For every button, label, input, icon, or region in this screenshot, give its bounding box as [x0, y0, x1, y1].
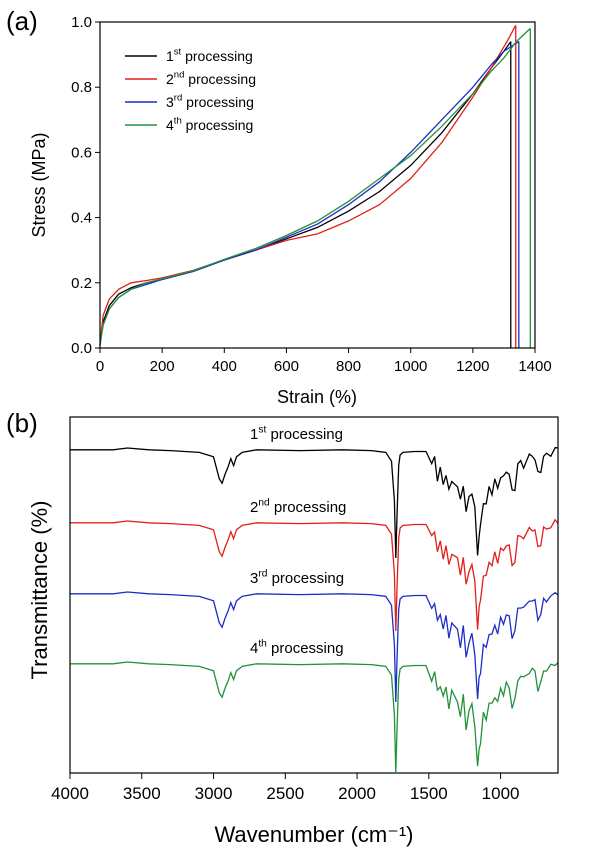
- x-tick-label: 1400: [518, 358, 551, 375]
- x-tick-label: 3000: [195, 784, 233, 803]
- panel-a-x-axis: 0 200 400 600 800 1000 1200 1400: [96, 348, 552, 375]
- y-tick-label: 0.2: [71, 275, 92, 292]
- stress-strain-curve-2: [99, 24, 517, 345]
- x-tick-label: 4000: [51, 784, 89, 803]
- panel-a-curves: [99, 24, 531, 348]
- x-tick-label: 2500: [266, 784, 304, 803]
- stress-strain-curve-4: [99, 28, 531, 345]
- y-tick-label: 0.8: [71, 79, 92, 96]
- panel-a-y-axis-title: Stress (MPa): [29, 132, 49, 237]
- legend-label-3: 3rd processing: [166, 93, 254, 110]
- y-tick-label: 0.4: [71, 210, 92, 227]
- x-tick-label: 200: [150, 358, 175, 375]
- spectrum-label-2: 2nd processing: [250, 497, 346, 516]
- panel-a-label: (a): [6, 6, 38, 36]
- legend-label-1: 1st processing: [166, 47, 253, 64]
- stress-strain-curve-1: [99, 41, 512, 345]
- y-tick-label: 0.6: [71, 144, 92, 161]
- panel-b-x-axis: 4000 3500 3000 2500 2000 1500 1000: [51, 773, 520, 803]
- panel-b-spectra: [70, 447, 559, 773]
- x-tick-label: 1000: [482, 784, 520, 803]
- panel-b-ftir-chart: (b) 1st processing 2nd processing 3rd proc…: [6, 408, 559, 847]
- ftir-spectrum-3: [70, 591, 559, 703]
- spectrum-label-1: 1st processing: [250, 424, 343, 443]
- panel-a-legend: 1st processing 2nd processing 3rd processi…: [125, 47, 256, 133]
- spectrum-label-4: 4th processing: [250, 638, 344, 657]
- panel-a-x-axis-title: Strain (%): [277, 387, 357, 407]
- panel-b-label: (b): [6, 408, 38, 438]
- x-tick-label: 1500: [410, 784, 448, 803]
- legend-label-2: 2nd processing: [166, 70, 256, 87]
- y-tick-label: 0.0: [71, 340, 92, 357]
- panel-b-x-axis-title: Wavenumber (cm⁻¹): [214, 822, 413, 847]
- x-tick-label: 2000: [338, 784, 376, 803]
- panel-b-plot-frame: [69, 416, 559, 774]
- panel-b-y-axis-title: Transmittance (%): [27, 501, 52, 680]
- panel-a-stress-strain-chart: (a) 1st processing 2nd processing 3rd proc…: [6, 6, 552, 407]
- x-tick-label: 1000: [394, 358, 427, 375]
- ftir-spectrum-1: [70, 447, 559, 559]
- x-tick-label: 800: [336, 358, 361, 375]
- legend-label-4: 4th processing: [166, 116, 253, 133]
- stress-strain-curve-3: [99, 41, 520, 345]
- panel-b-spectrum-labels: 1st processing 2nd processing 3rd processi…: [250, 424, 346, 657]
- panel-a-plot-frame: [99, 21, 536, 349]
- x-tick-label: 0: [96, 358, 104, 375]
- ftir-spectrum-4: [70, 661, 559, 773]
- x-tick-label: 400: [212, 358, 237, 375]
- y-tick-label: 1.0: [71, 14, 92, 31]
- x-tick-label: 600: [274, 358, 299, 375]
- ftir-spectrum-2: [70, 518, 559, 632]
- panel-a-y-axis: 0.0 0.2 0.4 0.6 0.8 1.0: [71, 14, 100, 357]
- spectrum-label-3: 3rd processing: [250, 568, 344, 587]
- x-tick-label: 1200: [456, 358, 489, 375]
- x-tick-label: 3500: [123, 784, 161, 803]
